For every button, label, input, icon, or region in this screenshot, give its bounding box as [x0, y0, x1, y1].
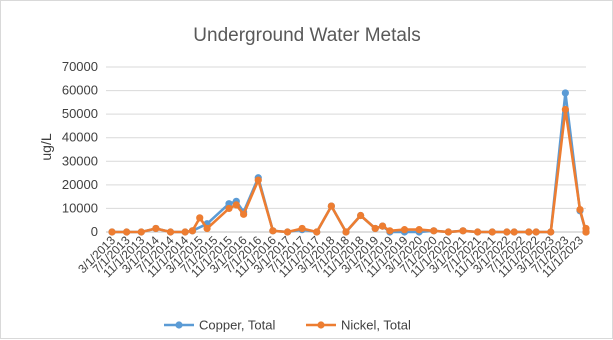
data-point	[283, 228, 292, 236]
y-tick-label: 60000	[62, 83, 98, 98]
data-point	[561, 105, 569, 114]
series-line	[112, 108, 588, 234]
series-nickel-total	[108, 105, 590, 236]
data-point	[225, 204, 233, 213]
data-point	[378, 222, 387, 230]
y-axis-label: ug/L	[38, 133, 54, 160]
data-point	[327, 202, 335, 210]
data-point	[188, 227, 197, 235]
data-point	[108, 228, 116, 236]
legend-item: Copper, Total	[164, 318, 275, 333]
y-tick-label: 70000	[62, 59, 98, 74]
data-point	[582, 224, 590, 233]
data-point	[298, 224, 306, 233]
data-point	[474, 228, 482, 236]
data-point	[166, 228, 175, 236]
data-point	[386, 227, 394, 235]
legend-item: Nickel, Total	[306, 318, 411, 333]
data-point	[561, 89, 569, 97]
data-point	[547, 228, 555, 236]
data-point	[503, 228, 511, 236]
data-point	[510, 228, 518, 236]
data-point	[459, 227, 467, 235]
data-point	[269, 227, 277, 235]
y-tick-label: 10000	[62, 200, 98, 215]
data-point	[525, 228, 533, 236]
x-axis-ticks: 3/1/20137/1/201311/1/20133/1/20147/1/201…	[75, 233, 586, 280]
data-point	[181, 228, 189, 236]
legend: Copper, Total Nickel, Total	[164, 318, 411, 333]
data-point	[430, 227, 438, 235]
plot-area	[108, 89, 590, 236]
data-point	[357, 211, 365, 220]
y-tick-label: 40000	[62, 130, 98, 145]
y-axis-ticks: 0 10000 20000 30000 40000 50000 60000 70000	[62, 59, 98, 239]
data-point	[232, 201, 240, 209]
data-point	[313, 228, 321, 236]
data-point	[123, 228, 131, 236]
data-point	[196, 214, 204, 222]
data-point	[444, 228, 452, 236]
legend-label: Nickel, Total	[341, 318, 411, 333]
data-point	[254, 176, 262, 184]
data-point	[415, 226, 423, 234]
y-tick-label: 0	[91, 224, 98, 239]
data-point	[152, 224, 160, 233]
data-point	[371, 224, 379, 233]
legend-swatch-marker	[175, 321, 183, 329]
y-tick-label: 20000	[62, 177, 98, 192]
data-point	[576, 206, 584, 214]
y-tick-label: 30000	[62, 153, 98, 168]
data-point	[400, 226, 409, 234]
gridlines	[106, 66, 586, 233]
y-tick-label: 50000	[62, 106, 98, 121]
legend-label: Copper, Total	[199, 318, 275, 333]
data-point	[203, 224, 211, 233]
legend-swatch-marker	[317, 321, 325, 329]
data-point	[488, 228, 496, 236]
series-copper-total	[108, 89, 590, 236]
chart-title: Underground Water Metals	[193, 25, 420, 46]
data-point	[532, 228, 540, 236]
data-point	[342, 228, 350, 236]
data-point	[137, 228, 145, 236]
data-point	[240, 210, 248, 218]
